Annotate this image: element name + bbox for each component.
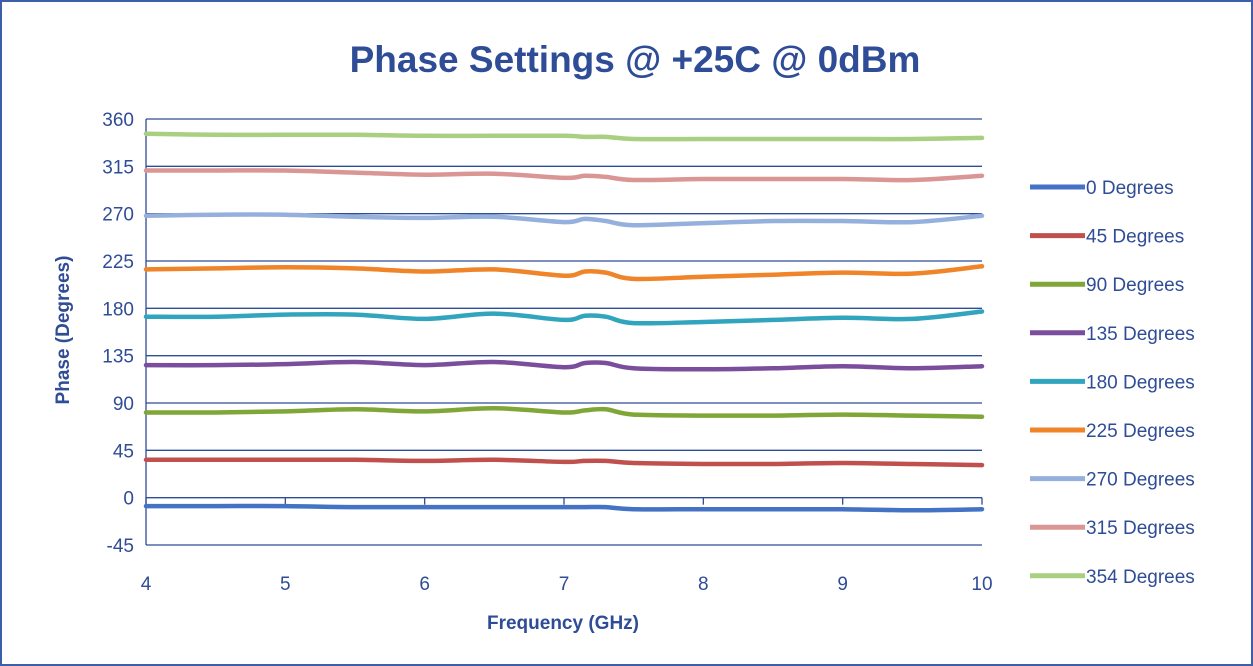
series-lines <box>143 131 985 513</box>
y-tick-label: 90 <box>113 394 134 415</box>
series-line-180-degrees <box>143 309 985 326</box>
legend-label: 315 Degrees <box>1086 518 1195 539</box>
series-line-45-degrees <box>143 457 985 468</box>
legend: 0 Degrees 45 Degrees 90 Degrees 135 Degrees… <box>1030 178 1195 588</box>
legend-label: 270 Degrees <box>1086 470 1195 491</box>
legend-item: 135 Degrees <box>1030 324 1195 345</box>
x-tick-label: 10 <box>971 574 992 595</box>
y-tick-label: 360 <box>102 110 134 131</box>
chart-title: Phase Settings @ +25C @ 0dBm <box>350 39 921 80</box>
series-line-315-degrees <box>143 168 985 183</box>
series-line-0-degrees <box>143 503 985 513</box>
x-tick-label: 8 <box>698 574 709 595</box>
legend-item: 315 Degrees <box>1030 518 1195 539</box>
legend-item: 225 Degrees <box>1030 421 1195 442</box>
series-line-225-degrees <box>143 264 985 282</box>
y-tick-label: 315 <box>102 157 134 178</box>
series-line-135-degrees <box>143 359 985 372</box>
legend-item: 180 Degrees <box>1030 372 1195 393</box>
legend-label: 180 Degrees <box>1086 372 1195 393</box>
legend-label: 354 Degrees <box>1086 567 1195 588</box>
x-tick-label: 4 <box>141 574 152 595</box>
x-tick-label: 5 <box>280 574 291 595</box>
x-axis-label: Frequency (GHz) <box>487 613 639 634</box>
y-tick-label: 0 <box>123 489 134 510</box>
axes <box>145 119 983 545</box>
legend-label: 90 Degrees <box>1086 275 1184 296</box>
y-tick-label: 45 <box>113 441 134 462</box>
y-axis-label: Phase (Degrees) <box>53 256 74 405</box>
legend-label: 0 Degrees <box>1086 178 1174 199</box>
x-tick-labels: 4 5 6 7 8 9 10 <box>141 574 993 595</box>
legend-item: 90 Degrees <box>1030 275 1184 296</box>
x-tick-label: 7 <box>559 574 570 595</box>
y-tick-label: 180 <box>102 299 134 320</box>
y-tick-label: 135 <box>102 347 134 368</box>
legend-label: 45 Degrees <box>1086 227 1184 248</box>
series-line-270-degrees <box>143 212 985 228</box>
legend-label: 225 Degrees <box>1086 421 1195 442</box>
legend-item: 354 Degrees <box>1030 567 1195 588</box>
y-tick-labels: 360 315 270 225 180 135 90 45 0 -45 <box>102 110 134 557</box>
legend-item: 0 Degrees <box>1030 178 1174 199</box>
y-tick-label: 270 <box>102 205 134 226</box>
y-tick-label: 225 <box>102 252 134 273</box>
series-line-90-degrees <box>143 406 985 419</box>
legend-item: 45 Degrees <box>1030 227 1184 248</box>
series-line-354-degrees <box>143 131 985 142</box>
y-tick-label: -45 <box>107 536 134 557</box>
legend-label: 135 Degrees <box>1086 324 1195 345</box>
legend-item: 270 Degrees <box>1030 470 1195 491</box>
x-tick-label: 6 <box>419 574 430 595</box>
gridlines <box>146 118 982 546</box>
x-tick-label: 9 <box>837 574 848 595</box>
